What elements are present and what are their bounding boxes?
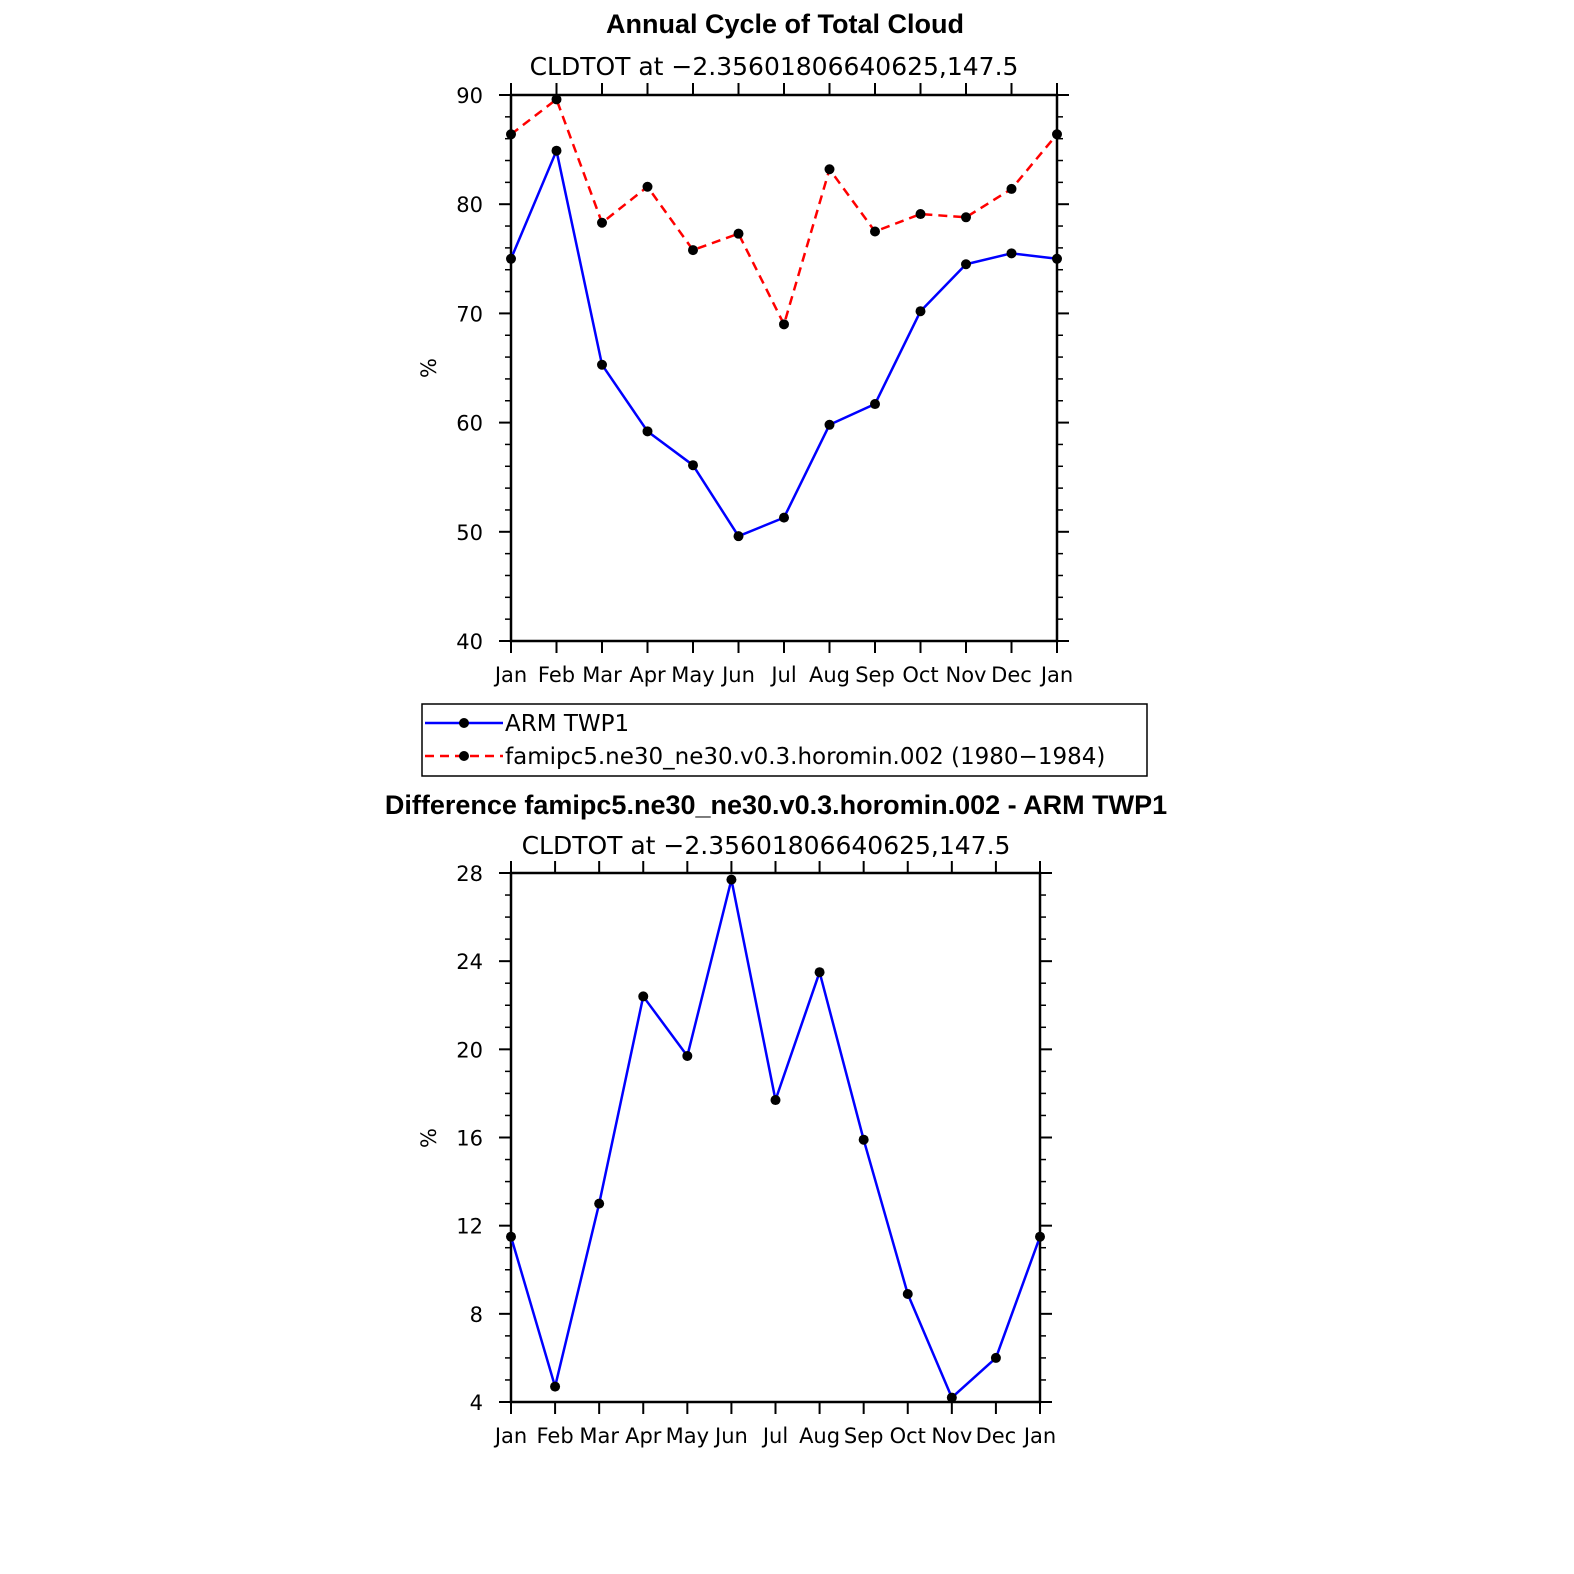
series-0-point [682, 1050, 693, 1061]
series-0-point [506, 253, 516, 264]
y-tick-label: 60 [456, 412, 483, 436]
x-tick-label: Nov [931, 1424, 972, 1448]
series-1-point [1006, 183, 1017, 194]
y-tick-label: 4 [470, 1391, 483, 1415]
chart2-subtitle: CLDTOT at −2.35601806640625,147.5 [522, 831, 1011, 860]
chart2-title: Difference famipc5.ne30_ne30.v0.3.horomi… [385, 790, 1167, 820]
series-line-1 [510, 98, 1058, 326]
series-0-point [726, 874, 737, 885]
y-tick-label: 80 [456, 193, 483, 217]
series-0-point [550, 1381, 561, 1392]
legend-label-arm: ARM TWP1 [505, 711, 629, 737]
x-tick-label: Apr [629, 663, 666, 687]
legend-label-model: famipc5.ne30_ne30.v0.3.horomin.002 (1980… [505, 744, 1105, 770]
x-tick-label: Sep [855, 663, 895, 687]
series-1-point [961, 212, 971, 223]
series-0-point [594, 1198, 605, 1209]
series-0-point [506, 1231, 516, 1242]
x-tick-label: Dec [976, 1424, 1017, 1448]
series-0-point [858, 1134, 869, 1145]
x-tick-label: Jul [761, 1424, 788, 1448]
legend-frame [421, 703, 1148, 777]
x-tick-label: Feb [538, 663, 575, 687]
series-1-point [1052, 129, 1062, 140]
series-0-point [638, 991, 649, 1002]
x-tick-label: Nov [946, 663, 987, 687]
x-tick-label: Aug [809, 663, 850, 687]
y-axis-label: % [417, 1128, 441, 1148]
series-1-point [733, 228, 744, 239]
y-tick-label: 90 [456, 84, 483, 108]
x-tick-label: Mar [582, 663, 622, 687]
x-tick-label: Jan [493, 1424, 527, 1448]
x-tick-label: Aug [799, 1424, 840, 1448]
series-1-point [597, 217, 607, 228]
series-line-0 [509, 878, 1042, 1399]
x-tick-label: Sep [844, 1424, 884, 1448]
y-tick-label: 12 [456, 1215, 483, 1239]
series-0-point [824, 419, 835, 430]
series-0-point [770, 1095, 781, 1106]
y-tick-label: 16 [456, 1127, 483, 1151]
x-tick-label: Jun [720, 663, 755, 687]
chart1-subtitle: CLDTOT at −2.35601806640625,147.5 [530, 52, 1019, 81]
series-0-point [597, 359, 607, 370]
x-tick-label: Jan [1022, 1424, 1056, 1448]
x-tick-label: May [671, 663, 714, 687]
plot-frame [509, 871, 1042, 1404]
y-tick-label: 50 [456, 521, 483, 545]
x-tick-label: Jul [769, 663, 796, 687]
y-tick-label: 24 [456, 950, 483, 974]
series-1-point [779, 319, 789, 330]
series-0-point [1035, 1231, 1045, 1242]
series-0-point [902, 1288, 913, 1299]
series-0-point [551, 145, 562, 156]
y-tick-label: 8 [470, 1303, 483, 1327]
y-tick-label: 70 [456, 302, 483, 326]
series-0-point [779, 512, 789, 523]
series-1-point [824, 164, 835, 175]
x-tick-label: May [666, 1424, 709, 1448]
series-1-point [551, 94, 562, 105]
series-1-point [642, 181, 653, 192]
series-0-point [915, 306, 926, 317]
chart2-plot: Jan Feb Mar Apr May Jun Jul Aug Sep Oct Nov Dec Jan4… [417, 861, 1056, 1448]
series-1-point [915, 209, 926, 220]
y-tick-label: 28 [456, 862, 483, 886]
series-0-point [990, 1352, 1001, 1363]
series-0-point [642, 426, 653, 437]
legend-marker-model [459, 751, 469, 761]
series-0-point [688, 460, 698, 471]
x-tick-label: Oct [902, 663, 938, 687]
series-1-point [688, 245, 698, 256]
series-0-point [733, 531, 744, 542]
series-1-point [870, 226, 880, 237]
chart1-plot: Jan Feb Mar Apr May Jun Jul Aug Sep Oct Nov Dec Jan 4… [417, 83, 1073, 687]
x-tick-label: Jun [713, 1424, 748, 1448]
legend-marker-arm [459, 718, 469, 728]
series-0-point [814, 967, 825, 978]
series-0-point [870, 399, 880, 410]
x-tick-label: Oct [890, 1424, 926, 1448]
x-tick-label: Jan [1039, 663, 1073, 687]
series-0-point [1006, 248, 1017, 259]
x-tick-label: Feb [536, 1424, 573, 1448]
series-0-point [946, 1392, 957, 1403]
series-0-point [961, 259, 971, 270]
series-0-point [1052, 253, 1062, 264]
series-1-point [506, 129, 516, 140]
y-axis-label: % [417, 358, 441, 378]
x-tick-label: Apr [625, 1424, 662, 1448]
x-tick-label: Dec [991, 663, 1032, 687]
series-line-0 [509, 149, 1058, 538]
y-tick-label: 40 [456, 630, 483, 654]
chart1-title: Annual Cycle of Total Cloud [606, 9, 964, 39]
y-tick-label: 20 [456, 1038, 483, 1062]
plot-frame [509, 93, 1059, 643]
x-tick-label: Jan [493, 663, 527, 687]
x-tick-label: Mar [579, 1424, 619, 1448]
chart1-legend: ARM TWP1 famipc5.ne30_ne30.v0.3.horomin.… [421, 703, 1148, 777]
